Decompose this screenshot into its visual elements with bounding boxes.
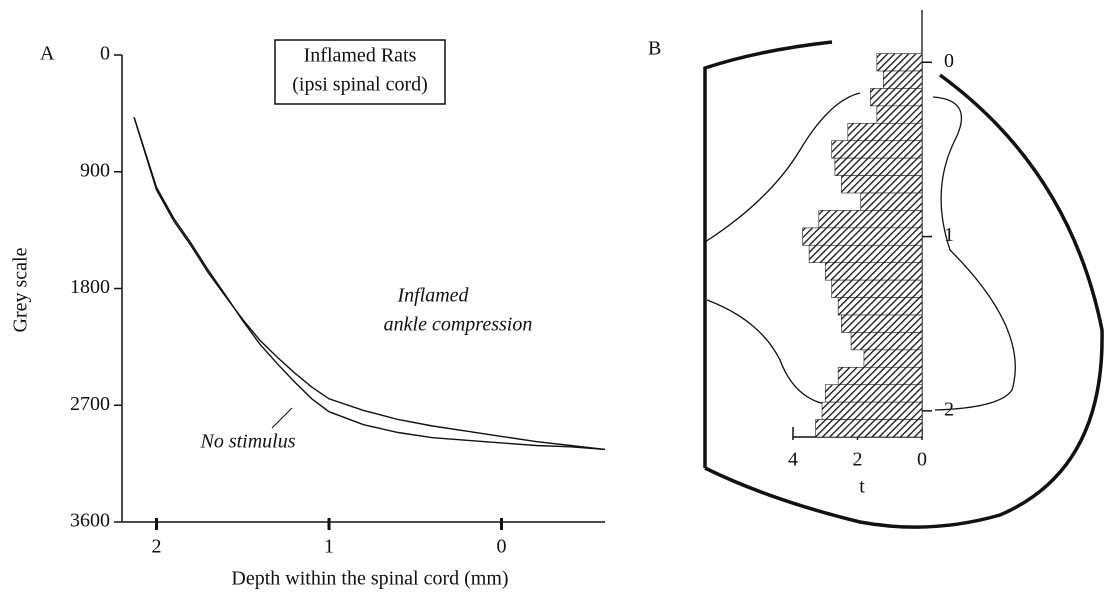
annotation: No stimulus: [199, 431, 295, 453]
y-tick-label: 2700: [70, 393, 110, 415]
y-tick-label: 0: [944, 50, 954, 72]
panel-label: B: [648, 38, 661, 60]
x-tick-label: 1: [324, 536, 334, 558]
bar: [824, 262, 923, 281]
x-axis-label: Depth within the spinal cord (mm): [231, 568, 508, 590]
bar: [882, 70, 923, 89]
bar: [860, 192, 923, 211]
bar: [841, 314, 923, 333]
title-box: [274, 39, 446, 105]
x-tick-label: 4: [788, 449, 798, 471]
x-tick-label: 2: [853, 449, 863, 471]
y-tick-label: 2: [944, 398, 954, 420]
bar: [802, 227, 923, 246]
bar: [831, 140, 923, 159]
annotation: Inflamed: [396, 285, 469, 307]
bar: [824, 384, 923, 403]
y-tick-label: 0: [100, 43, 110, 65]
bar: [834, 157, 923, 176]
data-line: [133, 117, 606, 451]
bar: [876, 105, 923, 124]
y-tick-label: 3600: [70, 510, 110, 532]
bar: [870, 88, 923, 107]
annotation: ankle compression: [384, 314, 533, 336]
bar: [837, 297, 923, 316]
chart-title: Inflamed Rats: [304, 45, 417, 67]
x-axis-label: t: [859, 476, 865, 498]
bar: [863, 349, 923, 368]
bar: [837, 366, 923, 386]
bar: [876, 53, 923, 72]
bar: [850, 332, 923, 351]
grey-matter: [706, 299, 831, 406]
bar: [818, 210, 923, 229]
bar: [821, 401, 923, 420]
cord-outline: [704, 73, 1104, 529]
x-tick-label: 2: [152, 536, 162, 558]
leader-line: [271, 407, 293, 429]
bar: [841, 175, 923, 194]
y-tick-label: 1: [944, 224, 954, 246]
y-axis-label: Grey scale: [10, 247, 32, 332]
bar: [847, 122, 923, 142]
grey-matter: [704, 92, 861, 243]
bar: [808, 244, 923, 264]
grey-matter: [932, 96, 1016, 411]
bar: [815, 419, 923, 438]
panel-label: A: [40, 43, 55, 65]
chart-subtitle: (ipsi spinal cord): [292, 74, 428, 96]
x-tick-label: 0: [497, 536, 507, 558]
x-tick-label: 0: [917, 449, 927, 471]
bar: [831, 279, 923, 298]
data-line: [133, 117, 606, 451]
cord-outline: [703, 40, 833, 468]
y-tick-label: 1800: [70, 276, 110, 298]
y-tick-label: 900: [80, 159, 110, 181]
